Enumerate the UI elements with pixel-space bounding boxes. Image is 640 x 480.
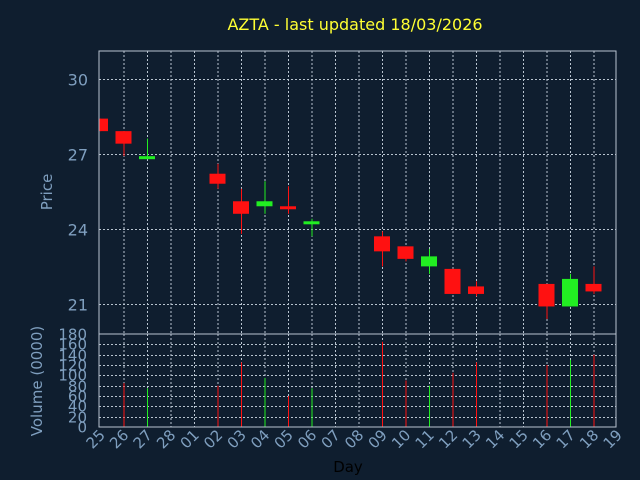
candle-body xyxy=(139,156,155,160)
x-tick-label: 11 xyxy=(412,426,438,452)
volume-panel-frame xyxy=(98,333,617,428)
x-tick-label: 01 xyxy=(177,426,203,452)
volume-y-tick-label: 40 xyxy=(68,398,87,416)
x-tick-label: 10 xyxy=(388,426,414,452)
x-tick-label: 16 xyxy=(529,426,555,452)
x-tick-label: 17 xyxy=(553,426,579,452)
volume-grid xyxy=(99,334,616,427)
price-y-ticks: 21 24 27 30 xyxy=(68,71,88,315)
candle-body xyxy=(468,286,484,294)
price-panel-frame xyxy=(98,50,617,335)
chart-title: AZTA - last updated 18/03/2026 xyxy=(227,15,482,34)
candle-body xyxy=(256,201,273,207)
candle-body xyxy=(585,283,602,292)
candle-body xyxy=(397,246,414,259)
price-y-tick-label: 21 xyxy=(68,296,88,315)
x-tick-label: 07 xyxy=(318,426,344,452)
price-y-tick-label: 27 xyxy=(68,146,88,165)
x-tick-label: 02 xyxy=(200,426,226,452)
candle-body xyxy=(233,201,249,214)
x-tick-label: 03 xyxy=(224,426,250,452)
x-tick-label: 05 xyxy=(271,426,297,452)
candle-body xyxy=(209,173,226,184)
volume-y-tick-label: 140 xyxy=(58,347,87,365)
x-tick-label: 15 xyxy=(506,426,532,452)
volume-y-tick-label: 20 xyxy=(68,409,87,427)
volume-y-tick-label: 160 xyxy=(58,336,87,354)
price-y-tick-label: 24 xyxy=(68,221,88,240)
candle-body xyxy=(538,283,555,307)
price-grid xyxy=(99,51,616,334)
x-tick-label: 27 xyxy=(130,426,156,452)
candle-body xyxy=(303,221,320,225)
volume-y-tick-label: 100 xyxy=(58,367,87,385)
candle-body xyxy=(562,278,578,307)
candle-body xyxy=(99,118,108,132)
x-axis-ticks: 2526272801020304050607080910111213141516… xyxy=(83,426,626,452)
x-tick-label: 09 xyxy=(365,426,391,452)
volume-y-tick-label: 80 xyxy=(68,378,87,396)
volume-y-tick-label: 0 xyxy=(77,419,87,437)
volume-bars xyxy=(123,341,595,427)
volume-y-tick-label: 120 xyxy=(58,357,87,375)
x-tick-label: 08 xyxy=(341,426,367,452)
x-tick-label: 26 xyxy=(106,426,132,452)
price-axis-label: Price xyxy=(38,174,56,211)
price-y-tick-label: 30 xyxy=(68,71,88,90)
x-tick-label: 13 xyxy=(459,426,485,452)
candle-body xyxy=(280,206,296,210)
candle-body xyxy=(444,268,461,294)
x-tick-label: 28 xyxy=(153,426,179,452)
candle-body xyxy=(374,236,390,252)
volume-y-tick-label: 180 xyxy=(58,326,87,344)
volume-y-tick-label: 60 xyxy=(68,388,87,406)
candle-body xyxy=(421,256,437,267)
x-axis-label: Day xyxy=(333,458,363,476)
x-tick-label: 19 xyxy=(600,426,626,452)
candle-body xyxy=(115,131,132,144)
x-tick-label: 12 xyxy=(435,426,461,452)
x-tick-label: 06 xyxy=(294,426,320,452)
x-tick-label: 14 xyxy=(482,426,508,452)
x-tick-label: 18 xyxy=(576,426,602,452)
price-candles xyxy=(99,118,602,319)
volume-axis-label: Volume (0000) xyxy=(28,326,46,436)
x-tick-label: 04 xyxy=(247,426,273,452)
